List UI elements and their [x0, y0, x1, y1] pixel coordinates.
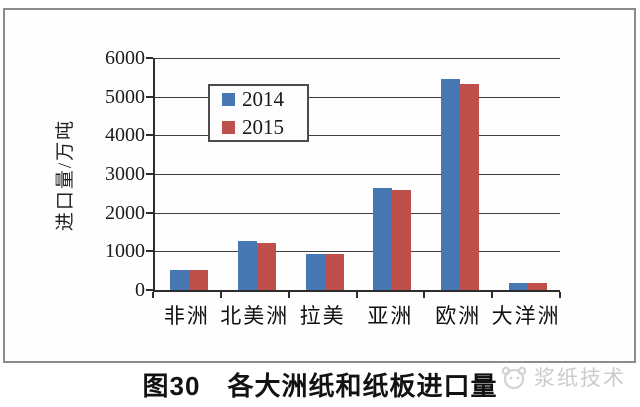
figure-caption: 图30 各大洲纸和纸板进口量	[142, 371, 498, 401]
gridline-6000	[155, 58, 560, 59]
bar-group-非洲	[155, 58, 223, 290]
legend: 2014 2015	[208, 84, 309, 142]
x-category-label-欧洲: 欧洲	[435, 304, 482, 328]
bar-2015-北美洲	[256, 243, 276, 290]
y-tick-label-3000: 3000	[105, 163, 145, 185]
x-tick-mark	[491, 292, 494, 298]
bar-2014-欧洲	[441, 79, 461, 290]
gridline-2000	[155, 212, 560, 214]
bar-2015-欧洲	[460, 84, 480, 290]
gridline-5000	[155, 96, 560, 98]
x-category-label-拉美: 拉美	[299, 304, 346, 328]
y-tick-label-4000: 4000	[105, 124, 145, 147]
bar-2015-亚洲	[392, 189, 412, 290]
x-tick-mark	[559, 292, 561, 298]
watermark: 浆纸技术	[498, 362, 626, 392]
bar-2014-北美洲	[237, 240, 257, 290]
legend-label-2015: 2015	[242, 114, 284, 139]
legend-item-2014: 2014	[222, 87, 307, 112]
legend-swatch-2015	[222, 120, 235, 134]
y-tick-mark	[146, 211, 153, 214]
bar-2014-非洲	[169, 269, 189, 290]
x-tick-mark	[219, 292, 222, 298]
legend-label-2014: 2014	[242, 86, 284, 111]
bar-2014-拉美	[305, 254, 325, 290]
gridline-1000	[155, 251, 560, 253]
y-tick-label-5000: 5000	[105, 85, 145, 108]
bar-2015-大洋洲	[528, 282, 548, 290]
gridline-4000	[155, 135, 560, 137]
bar-2015-拉美	[324, 254, 344, 290]
x-tick-mark	[287, 292, 290, 298]
y-tick-label-1000: 1000	[105, 240, 145, 263]
y-tick-mark	[146, 250, 153, 253]
y-tick-label-2000: 2000	[105, 201, 145, 224]
bar-group-大洋洲	[494, 58, 562, 290]
y-tick-mark	[146, 173, 153, 175]
y-tick-label-0: 0	[135, 279, 145, 301]
bar-group-亚洲	[359, 58, 427, 290]
bar-group-北美洲	[223, 58, 291, 290]
bar-2015-非洲	[188, 269, 208, 290]
y-tick-label-6000: 6000	[105, 47, 145, 69]
gridline-3000	[155, 174, 560, 175]
y-tick-mark	[146, 95, 153, 98]
y-tick-mark	[146, 57, 153, 59]
x-category-label-大洋洲: 大洋洲	[491, 304, 561, 328]
x-tick-mark	[355, 292, 358, 298]
x-tick-mark	[152, 292, 154, 298]
y-tick-mark	[146, 289, 153, 291]
x-category-label-亚洲: 亚洲	[367, 304, 414, 328]
bar-group-拉美	[291, 58, 359, 290]
bar-group-欧洲	[426, 58, 494, 290]
legend-item-2015: 2015	[222, 115, 307, 140]
x-category-label-北美洲: 北美洲	[220, 304, 290, 328]
bar-2014-亚洲	[373, 187, 393, 290]
plot-area	[153, 58, 560, 292]
chart-frame: 进口量/万吨 0 1000 2000 3000 4000 5000 6000 非洲 北美洲 拉美…	[3, 8, 636, 363]
x-category-label-非洲: 非洲	[163, 304, 210, 328]
x-tick-mark	[423, 292, 426, 298]
watermark-text: 浆纸技术	[534, 367, 626, 390]
brand-logo-icon	[498, 364, 528, 390]
y-tick-mark	[146, 134, 153, 137]
bar-2014-大洋洲	[509, 282, 529, 290]
legend-swatch-2014	[222, 92, 235, 106]
